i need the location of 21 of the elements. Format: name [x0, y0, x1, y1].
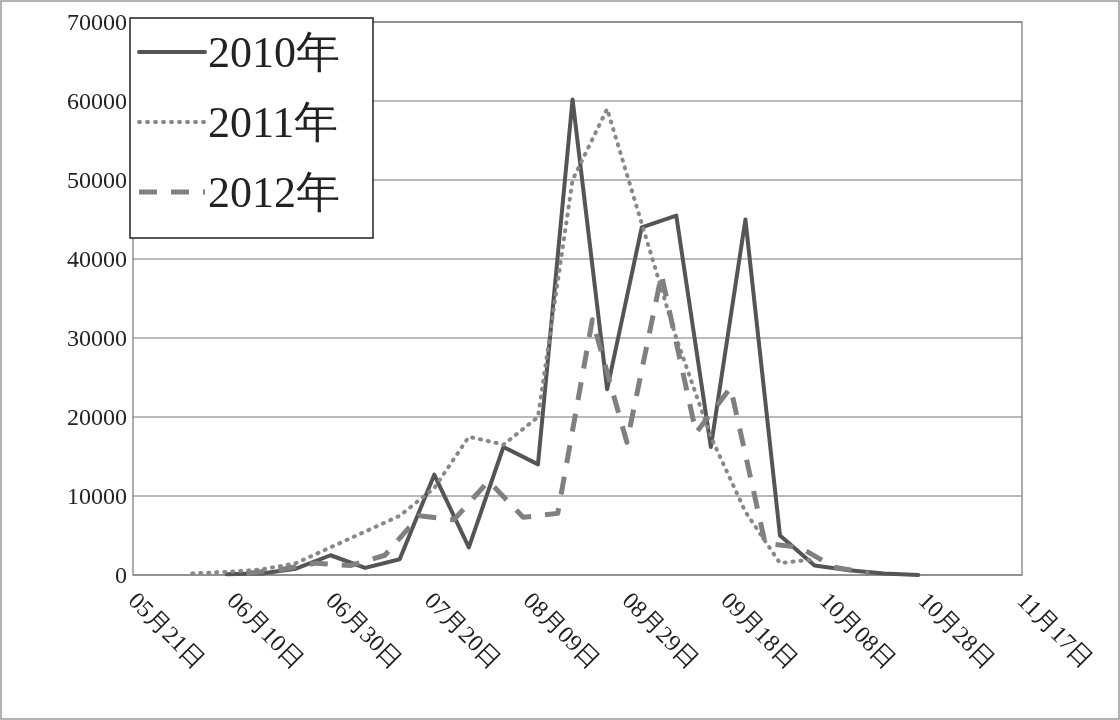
- x-tick-label: 11月17日: [1012, 587, 1099, 673]
- y-tick-label: 60000: [67, 88, 127, 114]
- legend-label: 2012年: [208, 168, 340, 217]
- x-tick-label: 09月18日: [716, 587, 803, 674]
- x-tick-label: 05月21日: [123, 587, 210, 674]
- y-tick-label: 70000: [67, 9, 127, 35]
- x-tick-label: 10月08日: [814, 587, 902, 674]
- y-tick-label: 20000: [67, 404, 127, 430]
- y-tick-label: 10000: [67, 483, 127, 509]
- x-tick-label: 08月29日: [617, 587, 704, 674]
- legend-label: 2011年: [208, 98, 339, 147]
- y-tick-label: 40000: [67, 246, 127, 272]
- x-tick-label: 10月28日: [913, 587, 1000, 674]
- legend-label: 2010年: [208, 28, 340, 77]
- x-tick-label: 06月10日: [222, 587, 309, 674]
- y-tick-label: 0: [115, 562, 127, 588]
- y-tick-label: 50000: [67, 167, 127, 193]
- y-tick-label: 30000: [67, 325, 127, 351]
- x-tick-label: 08月09日: [518, 587, 605, 674]
- x-tick-label: 06月30日: [321, 587, 408, 674]
- x-tick-label: 07月20日: [419, 587, 507, 674]
